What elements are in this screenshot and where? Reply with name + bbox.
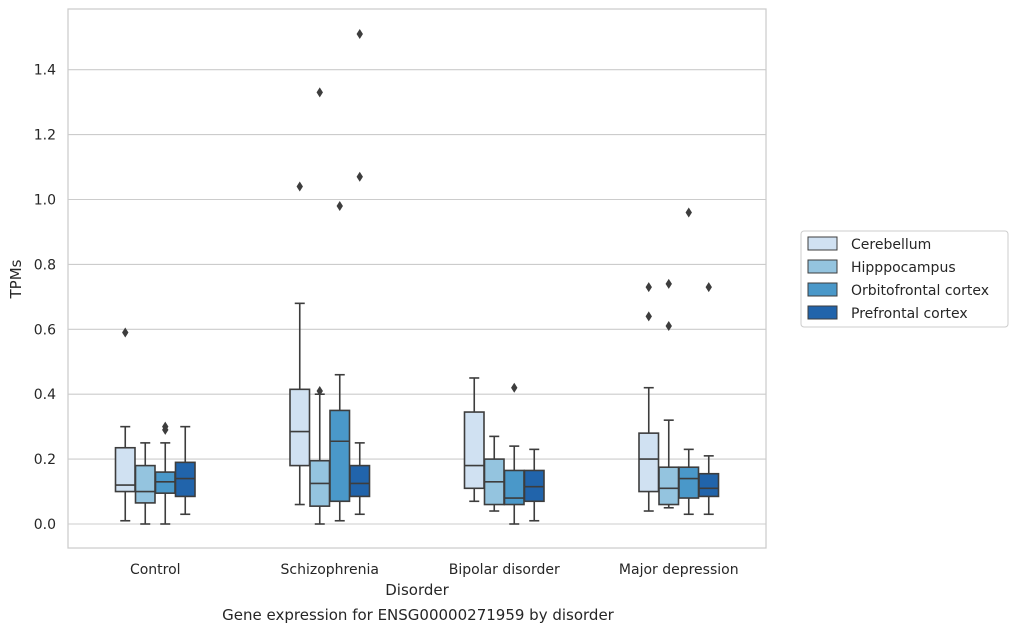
outlier-point <box>296 181 303 192</box>
plot-frame <box>67 8 767 549</box>
box-control-hipppocampus <box>134 442 156 525</box>
box-bipolar-disorder-prefrontal-cortex <box>523 448 545 522</box>
outlier-point <box>122 327 129 338</box>
outlier-point <box>336 200 343 211</box>
y-tick-label: 1.4 <box>34 63 56 79</box>
box-schizophrenia-hipppocampus <box>309 87 331 525</box>
box-bipolar-disorder-cerebellum <box>463 377 485 503</box>
box-schizophrenia-prefrontal-cortex <box>349 29 371 516</box>
box-body <box>463 411 485 490</box>
box-groups <box>114 29 720 525</box>
x-tick-label: Control <box>130 562 181 578</box>
box-body <box>638 432 660 493</box>
legend-swatch <box>807 282 838 297</box>
outlier-point <box>511 382 518 393</box>
outlier-point <box>316 87 323 98</box>
box-bipolar-disorder-orbitofrontal-cortex <box>503 382 525 525</box>
box-control-prefrontal-cortex <box>174 425 196 516</box>
box-control-orbitofrontal-cortex <box>154 421 176 525</box>
box-body <box>658 466 680 506</box>
box-body <box>289 388 311 467</box>
box-body <box>523 469 545 503</box>
outlier-point <box>705 282 712 293</box>
box-schizophrenia-orbitofrontal-cortex <box>329 200 351 522</box>
grid-lines <box>68 69 766 525</box>
y-tick-label: 0.6 <box>34 322 56 338</box>
outlier-point <box>665 321 672 332</box>
y-axis-label: TPMs <box>7 259 25 299</box>
outlier-point <box>645 311 652 322</box>
box-body <box>349 464 371 498</box>
outlier-point <box>665 278 672 289</box>
y-tick-label: 0.4 <box>34 387 56 403</box>
y-tick-label: 1.2 <box>34 128 56 144</box>
box-body <box>678 466 700 499</box>
outlier-point <box>316 385 323 396</box>
outlier-point <box>685 207 692 218</box>
x-tick-label: Major depression <box>619 562 739 578</box>
legend-label: Hipppocampus <box>851 260 956 276</box>
x-tick-label: Bipolar disorder <box>449 562 560 578</box>
legend-swatch <box>807 236 838 251</box>
legend-swatch <box>807 259 838 274</box>
y-tick-label: 0.2 <box>34 452 56 468</box>
outlier-point <box>356 171 363 182</box>
y-tick-label: 1.0 <box>34 193 56 209</box>
x-tick-labels: Control Schizophrenia Bipolar disorder Majo… <box>130 562 739 578</box>
outlier-point <box>645 282 652 293</box>
y-tick-label: 0.8 <box>34 257 56 273</box>
box-major-depression-hipppocampus <box>658 278 680 509</box>
box-schizophrenia-cerebellum <box>289 181 311 506</box>
box-body <box>174 461 196 498</box>
x-tick-label: Schizophrenia <box>281 562 379 578</box>
x-axis-label: Disorder <box>385 581 449 599</box>
y-tick-labels: 0.0 0.2 0.4 0.6 0.8 1.0 1.2 1.4 <box>34 63 56 533</box>
legend-swatch <box>807 305 838 320</box>
y-tick-label: 0.0 <box>34 517 56 533</box>
outlier-point <box>356 29 363 40</box>
legend-label: Cerebellum <box>851 237 931 253</box>
box-body <box>698 472 720 498</box>
legend-frame <box>800 230 1009 328</box>
box-body <box>154 471 176 494</box>
box-body <box>503 469 525 506</box>
box-major-depression-prefrontal-cortex <box>698 282 720 516</box>
legend-label: Prefrontal cortex <box>851 306 968 322</box>
legend: Cerebellum Hipppocampus Orbitofrontal cort… <box>800 230 1009 328</box>
box-control-cerebellum <box>114 327 136 522</box>
box-bipolar-disorder-hipppocampus <box>483 435 505 512</box>
box-body <box>134 464 156 504</box>
box-major-depression-orbitofrontal-cortex <box>678 207 700 516</box>
figure-caption: Gene expression for ENSG00000271959 by d… <box>222 606 614 624</box>
legend-label: Orbitofrontal cortex <box>851 283 989 299</box>
box-body <box>329 409 351 503</box>
outlier-point <box>162 421 169 432</box>
box-major-depression-cerebellum <box>638 282 660 512</box>
